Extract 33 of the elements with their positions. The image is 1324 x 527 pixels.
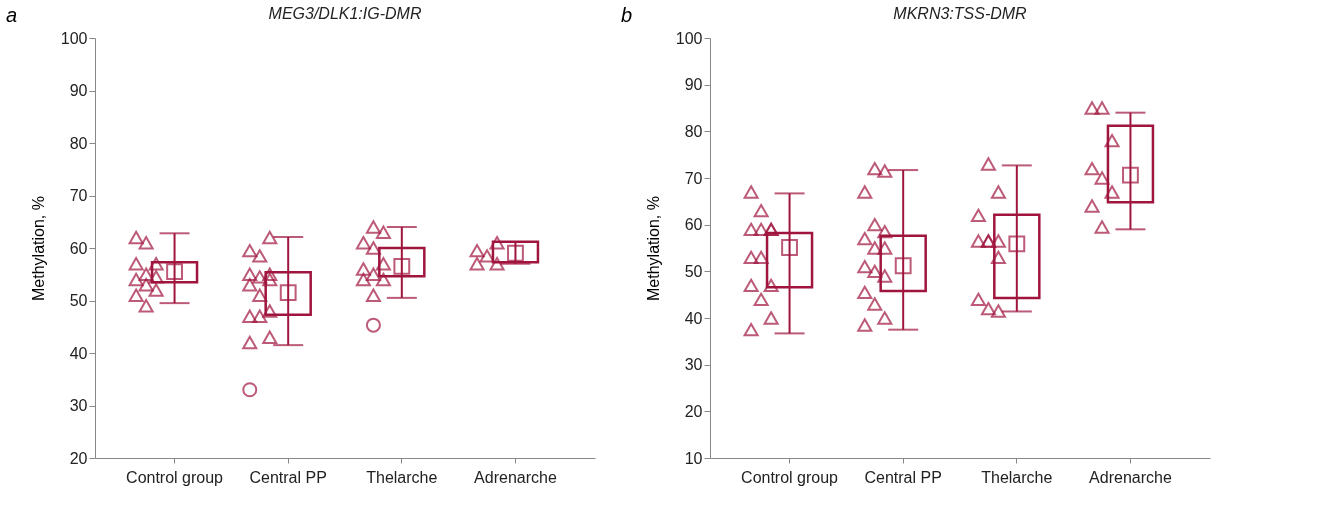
y-tick-label: 90: [69, 82, 88, 99]
y-tick-label: 40: [69, 344, 88, 362]
y-tick-label: 70: [69, 187, 88, 204]
x-tick-label: Control group: [126, 468, 224, 486]
y-axis-title: Methylation, %: [644, 196, 662, 301]
text: b: [621, 4, 633, 27]
y-tick-label: 30: [69, 397, 88, 414]
x-tick-label: Control group: [741, 468, 839, 486]
y-tick-label: 90: [684, 76, 703, 94]
y-tick-label: 70: [684, 169, 703, 187]
x-tick-label: Central PP: [249, 468, 327, 486]
y-tick-label: 60: [684, 216, 703, 234]
y-tick-label: 10: [684, 449, 703, 467]
x-tick-label: Adrenarche: [1089, 468, 1172, 486]
y-tick-label: 80: [69, 134, 88, 152]
y-tick-label: 60: [69, 239, 88, 257]
text: a: [6, 4, 18, 27]
x-tick-label: Thelarche: [366, 468, 438, 486]
y-axis-title: Methylation, %: [29, 196, 47, 301]
y-tick-label: 20: [684, 402, 703, 420]
y-tick-label: 30: [684, 356, 703, 374]
y-tick-label: 80: [684, 122, 703, 140]
y-tick-label: 100: [675, 29, 703, 47]
y-tick-label: 50: [69, 292, 88, 309]
x-tick-label: Thelarche: [981, 468, 1053, 486]
x-tick-label: Adrenarche: [474, 468, 557, 486]
chart-title: MKRN3:TSS-DMR: [893, 5, 1028, 22]
y-tick-label: 50: [684, 262, 703, 280]
y-tick-label: 100: [60, 29, 88, 47]
chart-title: MEG3/DLK1:IG-DMR: [268, 5, 422, 22]
y-tick-label: 20: [69, 449, 88, 467]
y-tick-label: 40: [684, 309, 703, 327]
x-tick-label: Central PP: [864, 468, 942, 486]
